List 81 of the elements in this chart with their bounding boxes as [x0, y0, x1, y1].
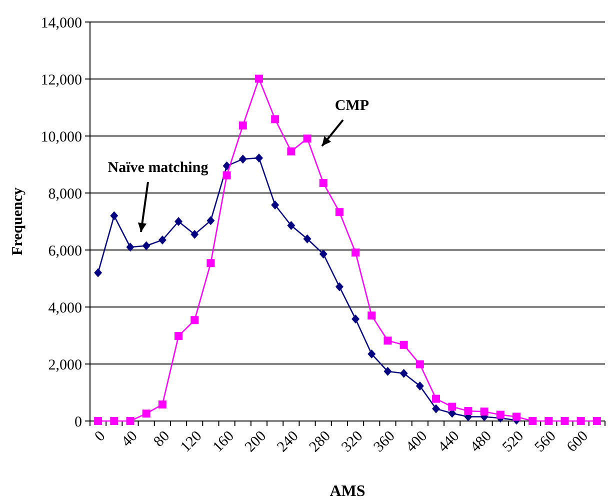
x-tick-label: 520 — [500, 428, 528, 456]
point — [206, 259, 215, 268]
point — [432, 404, 440, 414]
point — [352, 314, 360, 324]
point — [416, 360, 424, 368]
point — [352, 248, 360, 257]
point — [190, 230, 199, 239]
point — [126, 417, 134, 425]
point — [335, 282, 344, 292]
point — [142, 410, 150, 418]
point — [384, 336, 392, 345]
x-tick-label: 360 — [371, 428, 398, 456]
y-axis-title: Frequency — [10, 186, 26, 256]
point — [271, 200, 280, 210]
point — [174, 332, 183, 340]
point — [238, 121, 247, 130]
x-tick-label: 280 — [306, 428, 334, 456]
series-label: Naïve matching — [108, 160, 209, 176]
x-axis-title: AMS — [330, 483, 366, 500]
x-tick-label: 560 — [532, 428, 560, 456]
point — [512, 412, 520, 421]
point — [335, 208, 344, 216]
point — [432, 394, 440, 403]
point — [448, 402, 456, 411]
y-tick-label: 4,000 — [48, 300, 82, 316]
text: CMP — [334, 98, 370, 114]
x-tick-label: 80 — [151, 428, 173, 450]
point — [368, 350, 376, 359]
point — [238, 154, 247, 164]
point — [368, 312, 376, 320]
x-tick-label: 320 — [338, 428, 366, 456]
x-tick-label: 0 — [92, 428, 109, 445]
y-tick-label: 10,000 — [40, 129, 82, 146]
x-tick-label: 40 — [118, 428, 141, 450]
point — [287, 220, 296, 230]
point — [190, 316, 199, 324]
y-tick-label: 6,000 — [48, 243, 82, 260]
point — [319, 249, 328, 258]
point — [496, 410, 504, 419]
point — [158, 400, 166, 408]
point — [271, 115, 280, 124]
point — [400, 368, 408, 378]
y-tick-label: 12,000 — [40, 72, 82, 88]
y-tick-label: 0 — [74, 414, 82, 430]
point — [303, 134, 312, 143]
y-tick-label: 14,000 — [40, 15, 82, 32]
x-tick-label: 240 — [274, 428, 302, 456]
y-tick-label: 2,000 — [48, 357, 82, 374]
point — [110, 417, 118, 425]
point — [254, 153, 263, 162]
point — [110, 211, 118, 220]
x-tick-label: 160 — [210, 428, 238, 456]
point — [287, 147, 296, 156]
point — [222, 171, 231, 180]
point — [384, 366, 392, 376]
point — [576, 417, 585, 425]
point — [142, 241, 150, 250]
point — [400, 340, 408, 349]
point — [528, 417, 537, 425]
point — [206, 216, 215, 226]
x-tick-label: 480 — [468, 428, 495, 456]
point — [319, 179, 328, 188]
y-tick-label: 8,000 — [48, 186, 82, 202]
x-tick-label: 400 — [403, 428, 430, 456]
point — [544, 417, 553, 425]
x-tick-label: 440 — [435, 428, 463, 456]
point — [158, 236, 166, 245]
x-tick-label: 600 — [564, 428, 592, 456]
point — [254, 74, 263, 83]
point — [303, 234, 312, 244]
x-tick-label: 120 — [178, 428, 206, 456]
point — [416, 381, 424, 390]
point — [480, 408, 488, 416]
point — [126, 242, 134, 252]
point — [464, 407, 472, 416]
point — [592, 417, 601, 425]
point — [560, 417, 569, 425]
x-tick-label: 200 — [242, 428, 270, 456]
point — [94, 268, 102, 278]
point — [94, 417, 102, 425]
point — [174, 217, 183, 226]
